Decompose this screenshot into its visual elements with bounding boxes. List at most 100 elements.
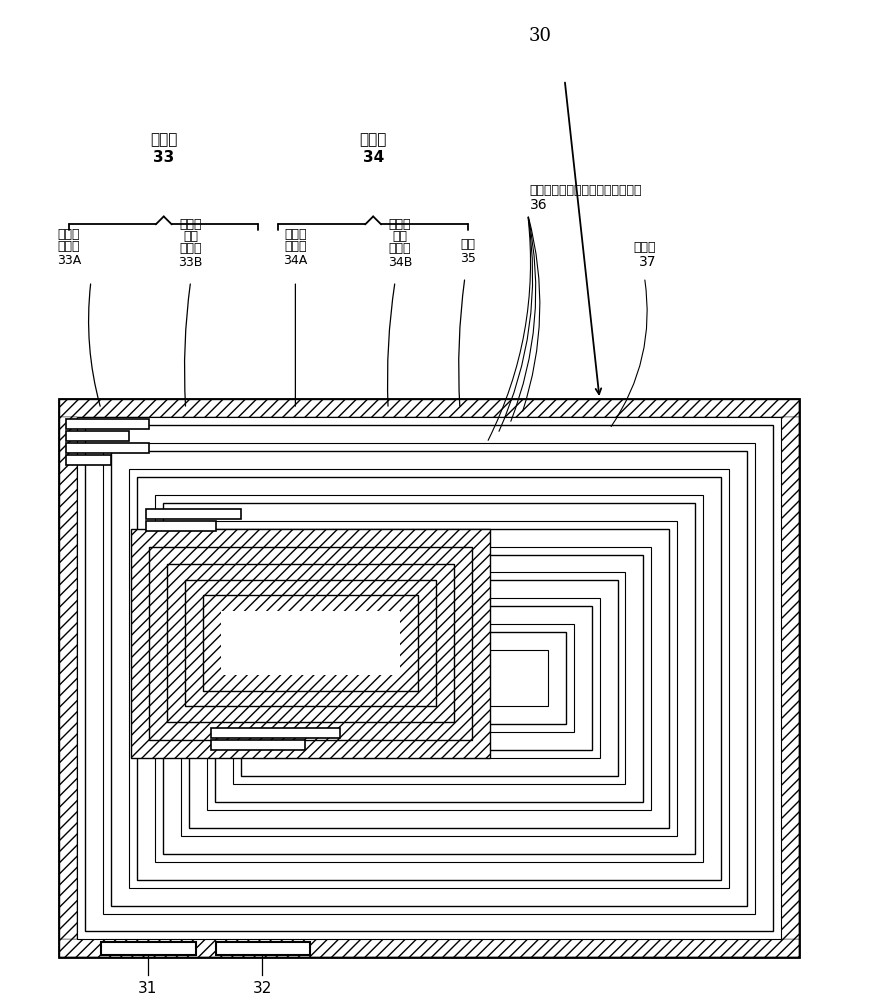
Bar [111, 451, 746, 906]
Bar [146, 521, 216, 531]
Bar [85, 425, 773, 931]
Text: 34A: 34A [283, 254, 307, 267]
Bar [599, 598, 617, 758]
Bar [59, 417, 77, 939]
Bar [284, 624, 573, 732]
Bar [189, 529, 668, 547]
Bar [258, 598, 599, 758]
Bar [162, 521, 181, 836]
Bar [203, 595, 417, 691]
Bar [292, 632, 565, 724]
Bar [111, 888, 746, 906]
Bar [167, 564, 453, 722]
Text: 32: 32 [253, 981, 272, 996]
Bar [240, 758, 617, 776]
Text: 31: 31 [138, 981, 157, 996]
Bar [66, 443, 148, 453]
Text: 33A: 33A [57, 254, 81, 267]
Bar [184, 580, 436, 706]
Bar [573, 624, 591, 732]
Bar [240, 580, 617, 776]
Bar [148, 547, 471, 740]
Bar [162, 503, 695, 521]
Text: 活性: 活性 [183, 230, 198, 243]
Bar [266, 732, 591, 750]
Bar [181, 521, 676, 836]
Bar [214, 555, 643, 802]
Bar [59, 399, 798, 417]
Bar [292, 650, 310, 706]
Bar [702, 495, 720, 862]
Bar [651, 547, 668, 810]
Text: 负电极: 负电极 [389, 218, 411, 231]
Text: 30: 30 [528, 27, 551, 45]
Text: 正电极: 正电极 [58, 228, 80, 241]
Bar [66, 455, 111, 465]
Bar [206, 547, 651, 810]
Bar [59, 399, 798, 957]
Bar [137, 477, 720, 880]
Bar [137, 495, 154, 862]
Bar [103, 443, 754, 914]
Bar [129, 469, 729, 888]
Bar [111, 451, 746, 469]
Bar [203, 595, 417, 691]
Bar [59, 399, 798, 957]
Text: 正电极: 正电极 [179, 218, 202, 231]
Text: 33B: 33B [178, 256, 203, 269]
Text: 正电极: 正电极 [150, 133, 177, 148]
Bar [131, 529, 489, 758]
Bar [137, 862, 720, 880]
Bar [189, 547, 206, 810]
Text: 保护带: 保护带 [632, 241, 655, 254]
Text: 材料层: 材料层 [389, 242, 411, 255]
Text: 集电器: 集电器 [284, 240, 306, 253]
Bar [266, 606, 591, 624]
Text: 34B: 34B [388, 256, 412, 269]
Bar [214, 784, 643, 802]
Text: 负电极: 负电极 [284, 228, 306, 241]
Text: 非水电解质（包含颗粒的络缘部）: 非水电解质（包含颗粒的络缘部） [529, 184, 641, 197]
Bar [781, 417, 798, 939]
Bar [292, 632, 565, 650]
Bar [266, 606, 591, 750]
Bar [547, 650, 565, 706]
Text: 33: 33 [153, 150, 175, 165]
Bar [167, 564, 453, 722]
Bar [210, 740, 305, 750]
Text: 35: 35 [460, 252, 475, 265]
Bar [624, 572, 643, 784]
Bar [148, 547, 471, 740]
Bar [101, 942, 196, 955]
Text: 34: 34 [362, 150, 383, 165]
Bar [210, 728, 340, 738]
Bar [292, 706, 565, 724]
Bar [66, 419, 148, 429]
Bar [240, 580, 617, 598]
Bar [232, 572, 624, 784]
Bar [184, 580, 436, 706]
Text: 隔板: 隔板 [460, 238, 474, 251]
Bar [59, 939, 798, 957]
Bar [85, 425, 773, 443]
Bar [162, 503, 695, 854]
Bar [189, 529, 668, 828]
Bar [66, 431, 129, 441]
Text: 负电极: 负电极 [359, 133, 387, 148]
Bar [131, 529, 489, 758]
Bar [146, 509, 240, 519]
Bar [85, 914, 773, 931]
Bar [214, 555, 643, 572]
Text: 37: 37 [638, 255, 655, 269]
Bar [754, 443, 773, 914]
Text: 36: 36 [529, 198, 546, 212]
Bar [77, 417, 781, 939]
Bar [85, 443, 103, 914]
Bar [214, 572, 232, 784]
Bar [154, 495, 702, 862]
Bar [729, 469, 746, 888]
Bar [137, 477, 720, 495]
Bar [266, 624, 284, 732]
Text: 材料层: 材料层 [179, 242, 202, 255]
Bar [310, 650, 547, 706]
